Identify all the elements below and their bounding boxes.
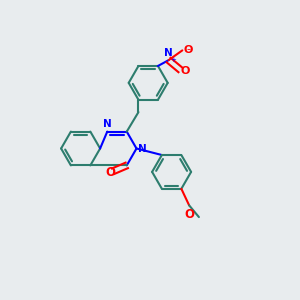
Text: O: O xyxy=(106,166,116,179)
Text: -: - xyxy=(186,44,190,55)
Text: O: O xyxy=(184,208,194,221)
Text: +: + xyxy=(170,56,176,62)
Text: N: N xyxy=(138,143,147,154)
Text: N: N xyxy=(103,119,112,129)
Text: N: N xyxy=(164,48,173,58)
Text: O: O xyxy=(181,66,190,76)
Text: O: O xyxy=(184,45,193,56)
